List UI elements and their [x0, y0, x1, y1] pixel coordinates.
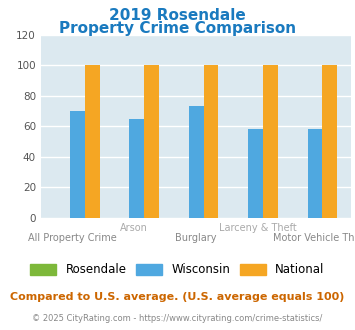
- Text: Burglary: Burglary: [175, 233, 217, 243]
- Bar: [144, 65, 159, 218]
- Text: © 2025 CityRating.com - https://www.cityrating.com/crime-statistics/: © 2025 CityRating.com - https://www.city…: [32, 314, 323, 323]
- Text: 2019 Rosendale: 2019 Rosendale: [109, 8, 246, 23]
- Bar: [85, 65, 99, 218]
- Bar: [129, 118, 144, 218]
- Bar: [263, 65, 278, 218]
- Text: Property Crime Comparison: Property Crime Comparison: [59, 21, 296, 36]
- Text: Arson: Arson: [120, 223, 148, 233]
- Text: All Property Crime: All Property Crime: [28, 233, 116, 243]
- Text: Larceny & Theft: Larceny & Theft: [219, 223, 297, 233]
- Bar: [322, 65, 337, 218]
- Text: Motor Vehicle Theft: Motor Vehicle Theft: [273, 233, 355, 243]
- Text: Compared to U.S. average. (U.S. average equals 100): Compared to U.S. average. (U.S. average …: [10, 292, 345, 302]
- Legend: Rosendale, Wisconsin, National: Rosendale, Wisconsin, National: [30, 263, 325, 276]
- Bar: [70, 111, 85, 218]
- Bar: [307, 129, 322, 218]
- Bar: [189, 106, 203, 218]
- Bar: [203, 65, 218, 218]
- Bar: [248, 129, 263, 218]
